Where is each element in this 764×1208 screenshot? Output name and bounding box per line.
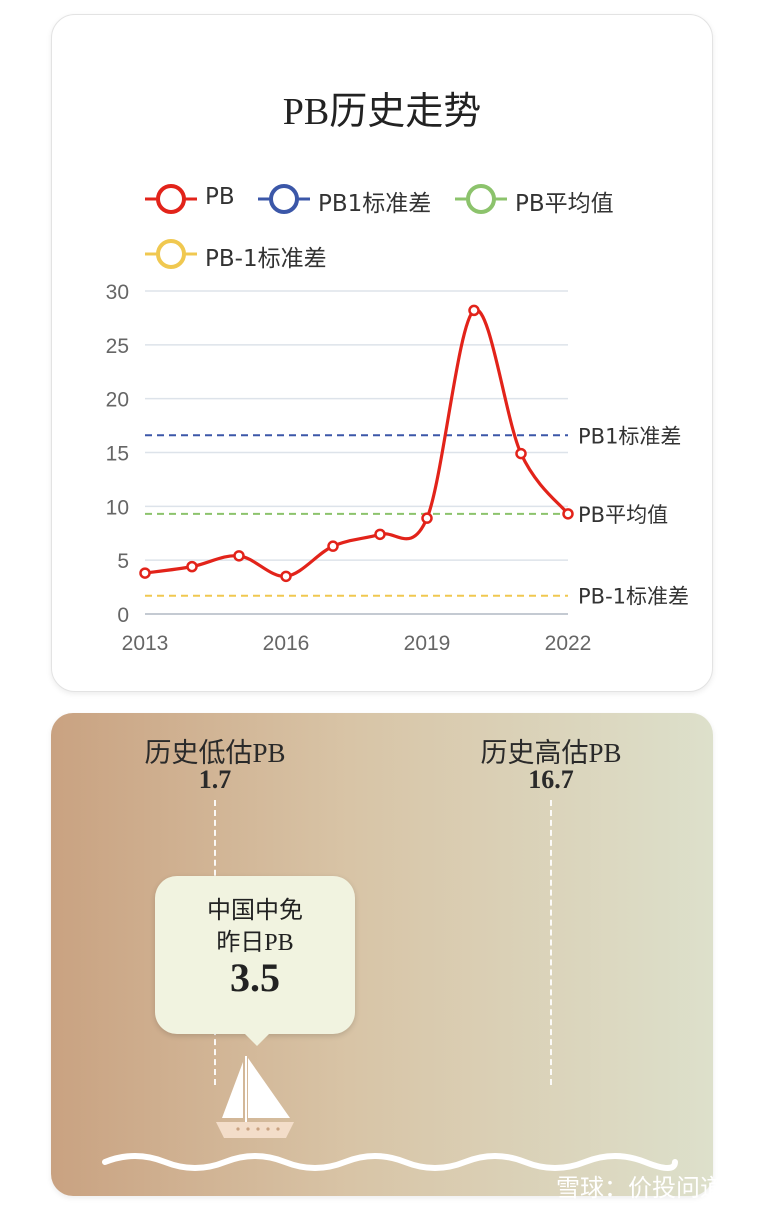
- pb-series-line: [144, 308, 570, 578]
- pb-line-chart: 0 5 10 15 20 25 30 2013 2016 2019 2022 PB1标准差 PB平均值 P…: [106, 281, 689, 655]
- pb-data-point: [468, 304, 480, 317]
- reference-line-label: PB1标准差: [578, 424, 681, 448]
- legend-item-pb-minus1sd[interactable]: PB-1标准差: [145, 236, 345, 272]
- pb-data-point: [562, 508, 574, 520]
- yesterday-pb-label: 昨日PB: [216, 930, 294, 956]
- historical-low-label: 历史低估PB: [144, 738, 286, 768]
- y-tick-label: 25: [106, 335, 129, 358]
- legend-label: PB: [205, 184, 235, 210]
- legend-label: PB平均值: [515, 191, 614, 217]
- y-tick-label: 5: [117, 550, 129, 573]
- current-pb-value: 3.5: [230, 955, 280, 1000]
- legend-label: PB-1标准差: [205, 246, 327, 272]
- y-tick-label: 0: [117, 604, 129, 627]
- current-pb-bubble: 中国中免 昨日PB 3.5: [155, 876, 355, 1034]
- legend-item-pb-plus1sd[interactable]: PB1标准差: [258, 181, 458, 217]
- x-tick-label: 2019: [404, 632, 451, 655]
- pb-data-point: [327, 540, 339, 552]
- pb-data-point: [421, 512, 433, 524]
- chart-card: [51, 14, 713, 692]
- sailboat-icon: [216, 1056, 294, 1138]
- y-tick-label: 30: [106, 281, 129, 304]
- high-marker-line: [550, 800, 552, 1085]
- legend-label: PB1标准差: [318, 191, 432, 217]
- y-tick-label: 20: [106, 389, 129, 412]
- y-tick-label: 15: [106, 443, 129, 466]
- legend-item-pb[interactable]: PB: [145, 181, 265, 217]
- pb-data-point: [280, 570, 292, 583]
- wave-decoration: [102, 1153, 678, 1171]
- pb-data-point: [374, 528, 386, 541]
- x-tick-label: 2022: [545, 632, 592, 655]
- pb-data-point: [515, 447, 527, 460]
- pb-data-point: [186, 560, 198, 573]
- reference-line-label: PB平均值: [578, 503, 668, 527]
- company-name: 中国中免: [207, 898, 303, 924]
- legend-item-pb-mean[interactable]: PB平均值: [455, 181, 635, 217]
- y-tick-label: 10: [106, 496, 129, 519]
- historical-low-value: 1.7: [198, 765, 232, 794]
- pb-data-point: [233, 550, 245, 562]
- reference-line-label: PB-1标准差: [578, 585, 689, 609]
- x-tick-label: 2013: [122, 632, 169, 655]
- historical-high-value: 16.7: [528, 765, 574, 794]
- pb-data-point: [139, 567, 151, 579]
- historical-high-label: 历史高估PB: [480, 738, 622, 768]
- x-tick-label: 2016: [263, 632, 310, 655]
- chart-title: PB历史走势: [282, 91, 482, 133]
- watermark: 雪球：价投问道: [556, 1175, 724, 1202]
- bubble-pointer: [243, 1032, 271, 1046]
